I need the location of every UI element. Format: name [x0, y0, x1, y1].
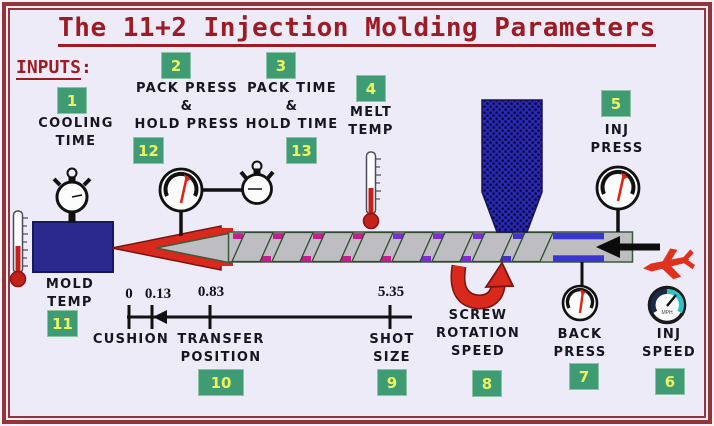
scale-value-083: 0.83 — [197, 284, 225, 300]
barrel-material-ticks — [233, 233, 524, 262]
screw-flights — [230, 231, 555, 263]
inputs-heading: INPUTS: — [16, 57, 92, 80]
badge-11: 11 — [47, 310, 78, 337]
badge-4: 4 — [356, 75, 386, 102]
pack-time-stopwatch-icon — [239, 160, 275, 205]
badge-3: 3 — [266, 52, 296, 79]
mold-block — [32, 221, 114, 273]
barrel — [227, 231, 634, 263]
label-melt-temp: MELT TEMP — [348, 105, 394, 138]
badge-6: 6 — [655, 368, 685, 395]
injection-direction-arrow — [596, 236, 660, 258]
cushion-arrowhead — [153, 310, 167, 324]
nozzle-arrow — [111, 225, 233, 271]
badge-2: 2 — [161, 52, 191, 79]
label-pack-time: PACK TIME & HOLD TIME — [245, 81, 339, 132]
speedometer-unit-label: MPH — [661, 310, 673, 316]
badge-5: 5 — [601, 90, 631, 117]
label-cushion: CUSHION — [92, 332, 170, 347]
badge-13: 13 — [286, 137, 317, 164]
pack-press-gauge-icon — [158, 167, 242, 236]
melt-thermometer-icon — [362, 151, 381, 230]
badge-12: 12 — [133, 137, 164, 164]
airplane-icon — [643, 248, 696, 280]
screw-rotation-arrow-icon — [450, 261, 515, 310]
badge-9: 9 — [377, 369, 407, 396]
label-screw-rotation-speed: SCREW ROTATION SPEED — [435, 308, 521, 359]
badge-10: 10 — [198, 369, 244, 396]
position-scale — [127, 305, 412, 329]
label-inj-press: INJ PRESS — [590, 123, 644, 156]
badge-1: 1 — [57, 87, 87, 114]
label-shot-size: SHOT SIZE — [369, 332, 415, 365]
back-press-gauge-icon — [561, 262, 599, 322]
speedometer-icon: MPH — [647, 285, 687, 325]
label-cooling-time: COOLING TIME — [38, 116, 114, 149]
badge-7: 7 — [569, 363, 599, 390]
label-inj-speed: INJ SPEED — [642, 327, 696, 360]
scale-value-0: 0 — [125, 286, 133, 302]
badge-8: 8 — [472, 370, 502, 397]
cooling-stopwatch-icon — [52, 167, 92, 223]
page-title: The 11+2 Injection Molding Parameters — [0, 13, 714, 47]
label-mold-temp: MOLD TEMP — [45, 277, 95, 310]
label-back-press: BACK PRESS — [553, 327, 607, 360]
inj-press-gauge-icon — [595, 165, 641, 232]
label-pack-press: PACK PRESS & HOLD PRESS — [134, 81, 240, 132]
hopper-icon — [481, 99, 543, 233]
scale-value-013: 0.13 — [144, 286, 172, 302]
scale-value-535: 5.35 — [377, 284, 405, 300]
mold-thermometer-icon — [9, 210, 28, 288]
label-transfer-position: TRANSFER POSITION — [177, 332, 265, 365]
